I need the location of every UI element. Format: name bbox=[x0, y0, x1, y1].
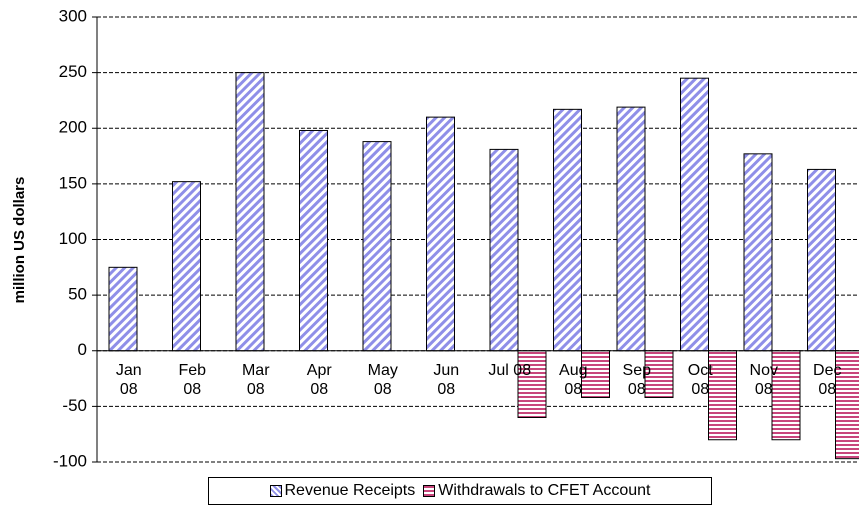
bar bbox=[426, 116, 455, 352]
legend-item: Revenue Receipts bbox=[269, 482, 416, 500]
x-tick-label: Nov 08 bbox=[749, 361, 778, 398]
legend-label: Revenue Receipts bbox=[284, 482, 416, 499]
y-tick-label: 200 bbox=[59, 118, 87, 137]
y-axis-label: million US dollars bbox=[11, 177, 28, 304]
legend-item: Withdrawals to CFET Account bbox=[423, 482, 650, 500]
bar bbox=[172, 181, 201, 352]
legend-swatch bbox=[269, 485, 282, 497]
y-tick-label: 0 bbox=[78, 340, 87, 359]
x-tick-label: Jan 08 bbox=[115, 361, 142, 398]
bar bbox=[235, 72, 265, 352]
bar bbox=[517, 350, 547, 418]
y-tick-label: 300 bbox=[59, 6, 87, 25]
x-tick-label: Oct 08 bbox=[687, 361, 713, 398]
bar bbox=[644, 350, 674, 398]
x-tick-label: Jul 08 bbox=[488, 361, 532, 379]
y-tick-label: 250 bbox=[59, 62, 87, 81]
bar bbox=[299, 129, 328, 352]
x-tick-label: Jun 08 bbox=[433, 361, 460, 398]
bar bbox=[771, 350, 801, 441]
legend-label: Withdrawals to CFET Account bbox=[438, 482, 651, 499]
y-tick-label: 100 bbox=[59, 229, 87, 248]
bar bbox=[553, 108, 582, 352]
bar bbox=[680, 77, 709, 352]
x-tick-label: Aug 08 bbox=[559, 361, 588, 398]
legend-swatch bbox=[423, 485, 436, 497]
x-tick-label: Mar 08 bbox=[241, 361, 270, 398]
bar bbox=[489, 148, 519, 352]
x-tick-label: Sep 08 bbox=[622, 361, 651, 398]
bar bbox=[743, 153, 773, 352]
x-tick-label: May 08 bbox=[367, 361, 398, 398]
legend: Revenue Receipts Withdrawals to CFET Acco… bbox=[208, 477, 712, 505]
y-tick-label: 150 bbox=[59, 173, 87, 192]
bar bbox=[616, 106, 646, 352]
bar bbox=[108, 266, 138, 352]
bar bbox=[362, 141, 392, 352]
bar bbox=[708, 350, 737, 441]
x-tick-label: Apr 08 bbox=[306, 361, 332, 398]
y-tick-label: -100 bbox=[53, 451, 87, 470]
x-tick-label: Dec 08 bbox=[813, 361, 842, 398]
y-tick-label: -50 bbox=[62, 396, 87, 415]
bar bbox=[807, 168, 836, 352]
y-tick-label: 50 bbox=[68, 285, 87, 304]
x-tick-label: Feb 08 bbox=[178, 361, 207, 398]
